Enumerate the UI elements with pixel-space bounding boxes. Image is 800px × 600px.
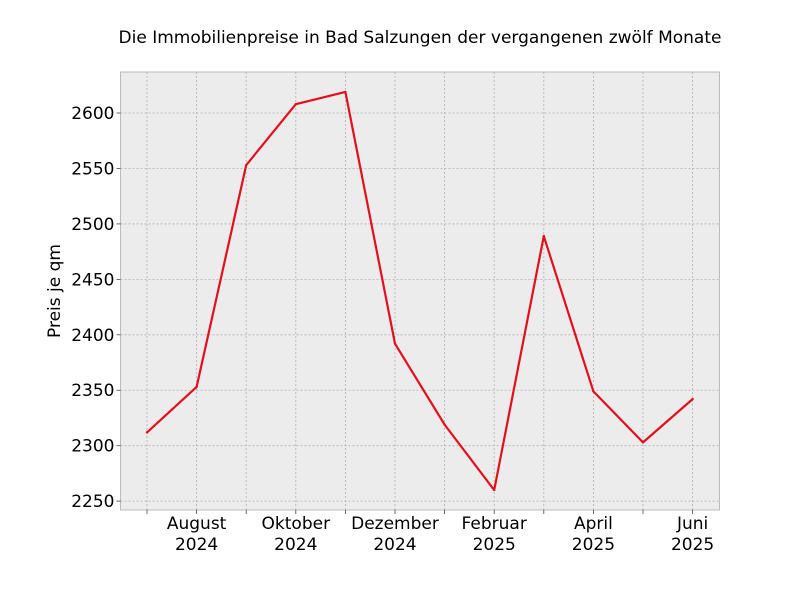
x-tick-label-month: April xyxy=(574,514,613,534)
chart-title: Die Immobilienpreise in Bad Salzungen de… xyxy=(119,28,722,48)
data-point xyxy=(294,102,297,106)
y-axis-label: Preis je qm xyxy=(45,244,65,338)
x-tick-label-year: 2024 xyxy=(175,535,218,555)
x-tick-label: Juni 2025 xyxy=(671,514,714,555)
x-tick-label-month: Juni xyxy=(676,514,708,534)
x-tick-label-year: 2025 xyxy=(671,535,714,555)
x-tick-label-year: 2025 xyxy=(473,535,516,555)
data-point xyxy=(145,431,149,434)
series-lines xyxy=(145,90,694,492)
x-tick-label-month: Dezember xyxy=(351,514,439,534)
y-tick-label: 2350 xyxy=(71,381,114,401)
y-tick-label: 2550 xyxy=(71,159,114,179)
y-tick-label: 2500 xyxy=(71,215,114,235)
y-tick-label: 2600 xyxy=(71,104,114,124)
x-tick-label: August 2024 xyxy=(167,514,227,555)
y-tick-label: 2400 xyxy=(71,326,114,346)
x-tick-label: Dezember 2024 xyxy=(351,514,439,555)
data-point xyxy=(691,397,694,401)
x-tick-label-year: 2024 xyxy=(274,535,317,555)
data-point xyxy=(443,423,446,426)
data-point xyxy=(195,385,198,389)
data-point xyxy=(245,163,248,167)
data-point xyxy=(542,234,545,238)
x-tick-label-month: August xyxy=(167,514,227,534)
y-tick-label: 2300 xyxy=(71,437,114,457)
data-point xyxy=(344,90,347,94)
x-tick-label-month: Oktober xyxy=(262,514,331,534)
data-point xyxy=(641,441,645,444)
x-tick-label: Oktober 2024 xyxy=(262,514,331,555)
y-tick-label: 2450 xyxy=(71,270,114,290)
x-tick-label-year: 2024 xyxy=(373,535,416,555)
grid-lines xyxy=(120,72,720,510)
x-tick-label-month: Februar xyxy=(462,514,527,534)
series-line xyxy=(146,90,694,492)
data-point xyxy=(393,342,397,345)
data-point xyxy=(493,488,496,492)
data-point xyxy=(592,390,595,393)
x-tick-label-year: 2025 xyxy=(572,535,615,555)
plot-area xyxy=(120,71,720,511)
y-tick-label: 2250 xyxy=(71,492,114,512)
x-tick-label: Februar 2025 xyxy=(462,514,527,555)
x-tick-label: April 2025 xyxy=(572,514,615,555)
